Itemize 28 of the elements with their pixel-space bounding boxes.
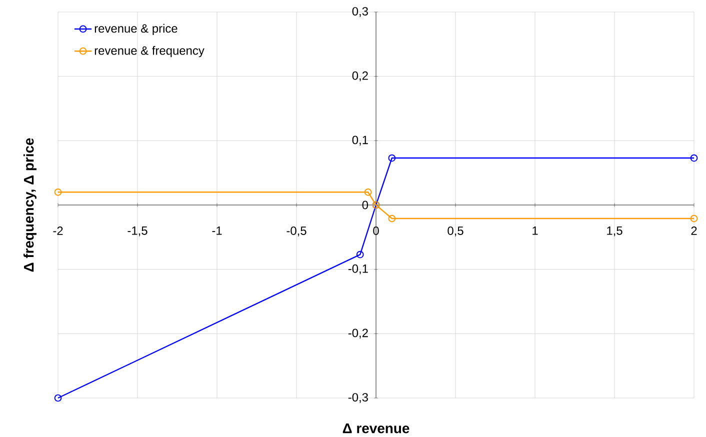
point [54, 188, 62, 196]
x-tick-label: 1,5 [607, 226, 622, 236]
y-tick-label: -0,3 [348, 393, 368, 403]
x-tick-label: 0,5 [448, 226, 464, 236]
x-axis-title: Δ revenue [342, 424, 410, 434]
x-tick-label: -2 [53, 226, 63, 235]
y-tick-label: 0,3 [352, 7, 368, 17]
y-tick-label: 0,2 [352, 71, 368, 82]
x-tick-label: 1 [532, 226, 538, 235]
point [388, 214, 396, 222]
x-tick-label: -1,5 [128, 226, 148, 236]
point [356, 250, 364, 258]
y-tick-label: 0,1 [352, 136, 368, 146]
x-tick-label: -0,5 [286, 226, 306, 236]
x-tick-label: -1 [212, 226, 222, 235]
y-tick-label: -0,2 [348, 328, 368, 339]
point [388, 154, 396, 162]
y-tick-label: -0,1 [348, 264, 368, 274]
x-tick-label: 2 [691, 226, 697, 235]
x-tick-label: 0 [373, 226, 379, 235]
point [54, 394, 62, 402]
legend-label: revenue & frequency [94, 46, 204, 58]
point [364, 188, 372, 196]
legend-label: revenue & price [94, 24, 178, 36]
y-tick-label: 0 [362, 200, 368, 210]
point [690, 154, 698, 162]
point [690, 214, 698, 222]
y-axis-title: Δ frequency, Δ price [23, 138, 36, 272]
